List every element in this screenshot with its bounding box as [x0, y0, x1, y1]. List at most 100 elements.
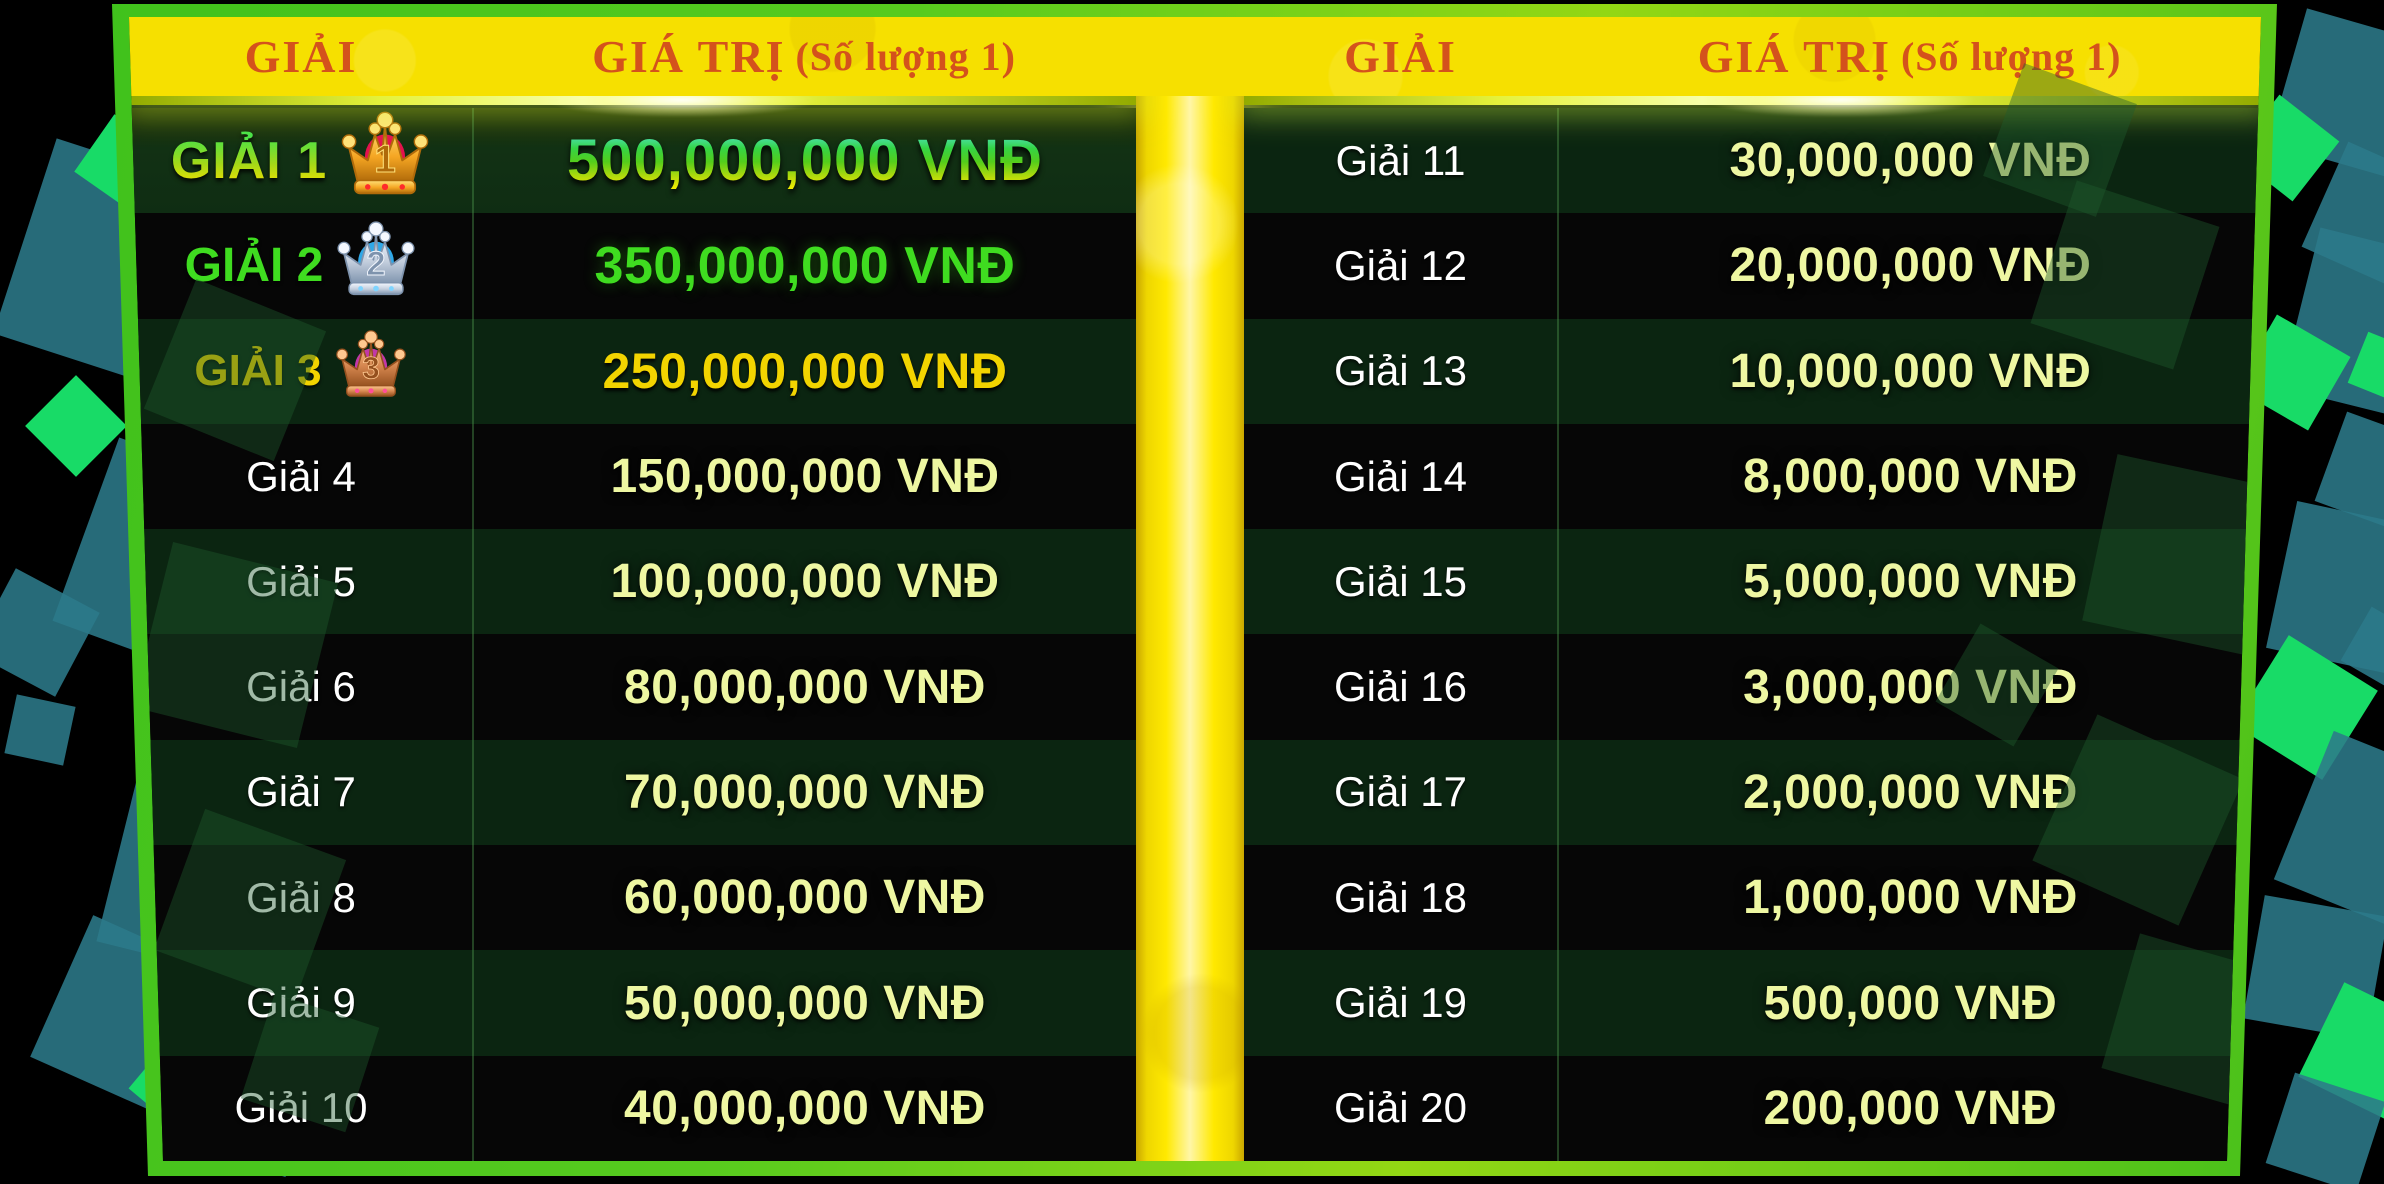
prize-label-cell: Giải 5: [130, 529, 474, 635]
prize-label-cell: Giải 19: [1244, 950, 1559, 1056]
header-band: GIẢI GIÁ TRỊ (Số lượng 1) GIẢI GIÁ TRỊ (…: [129, 17, 2261, 96]
prize-row: Giải 14 8,000,000 VNĐ: [1244, 423, 2261, 530]
prize-label-cell: Giải 7: [130, 739, 474, 846]
prize-value-cell: 50,000,000 VNĐ: [474, 950, 1136, 1055]
column-header-value-text: GIÁ TRỊ: [592, 31, 786, 82]
pixel-square: [2243, 895, 2384, 1040]
prize-label: Giải 19: [1333, 979, 1468, 1027]
prize-value: 1,000,000 VNĐ: [1743, 871, 2078, 925]
prize-label: GIẢI 2: [184, 239, 324, 293]
column-header-value-left: GIÁ TRỊ (Số lượng 1): [472, 17, 1136, 96]
prize-label-cell: Giải 20: [1244, 1055, 1559, 1161]
prize-value: 80,000,000 VNĐ: [624, 660, 986, 714]
pixel-square: [2280, 227, 2384, 428]
prize-value-cell: 500,000 VNĐ: [1559, 950, 2261, 1055]
prize-label-cell: Giải 12: [1244, 213, 1559, 319]
prize-row: GIẢI 3 3 250,000,000 VNĐ: [130, 318, 1136, 424]
prize-label: Giải 14: [1333, 452, 1468, 500]
prize-value-cell: 40,000,000 VNĐ: [474, 1056, 1136, 1161]
prize-value-cell: 80,000,000 VNĐ: [474, 634, 1136, 739]
prize-value: 250,000,000 VNĐ: [602, 343, 1008, 400]
prize-label: Giải 8: [246, 873, 356, 921]
prize-row: Giải 9 50,000,000 VNĐ: [130, 950, 1136, 1056]
prize-label: GIẢI 1: [170, 131, 328, 190]
center-divider: [1136, 96, 1244, 1161]
prize-label-cell: Giải 6: [130, 634, 474, 740]
crown-silver-icon: 2: [337, 221, 415, 296]
column-header-value-text: GIÁ TRỊ: [1697, 31, 1891, 82]
prize-value: 500,000 VNĐ: [1763, 976, 2058, 1030]
prize-value: 8,000,000 VNĐ: [1743, 450, 2078, 504]
prize-label-cell: Giải 14: [1244, 423, 1559, 530]
prize-label: Giải 10: [234, 1084, 368, 1132]
pixel-square: [2265, 1072, 2384, 1184]
prize-value-cell: 3,000,000 VNĐ: [1559, 634, 2261, 739]
prize-value: 60,000,000 VNĐ: [624, 871, 986, 925]
prize-label: Giải 9: [246, 979, 356, 1027]
prize-label: Giải 13: [1333, 347, 1468, 395]
pixel-square: [2266, 501, 2384, 679]
prize-value: 3,000,000 VNĐ: [1743, 660, 2078, 714]
svg-text:2: 2: [367, 245, 386, 283]
prize-value: 30,000,000 VNĐ: [1729, 134, 2092, 188]
prize-label: Giải 20: [1333, 1084, 1468, 1132]
prize-value-cell: 5,000,000 VNĐ: [1559, 529, 2261, 634]
prize-value: 350,000,000 VNĐ: [594, 236, 1016, 295]
pixel-square: [2273, 730, 2384, 940]
prize-value: 100,000,000 VNĐ: [610, 555, 1000, 609]
pixel-square: [2301, 141, 2384, 294]
prize-label: Giải 11: [1335, 136, 1466, 184]
prize-value-cell: 100,000,000 VNĐ: [474, 529, 1136, 634]
prize-row: Giải 20 200,000 VNĐ: [1244, 1055, 2261, 1161]
prize-label-cell: Giải 17: [1244, 739, 1559, 846]
prize-value: 500,000,000 VNĐ: [566, 128, 1044, 194]
prize-row: Giải 6 80,000,000 VNĐ: [130, 634, 1136, 740]
prize-row: Giải 10 40,000,000 VNĐ: [130, 1055, 1136, 1161]
prize-label: Giải 15: [1333, 557, 1468, 605]
prize-value: 150,000,000 VNĐ: [610, 450, 1000, 504]
prize-row: Giải 11 30,000,000 VNĐ: [1244, 108, 2261, 214]
column-header-prize-left: GIẢI: [130, 17, 472, 96]
prize-label-cell: Giải 8: [130, 845, 474, 951]
prize-value-cell: 60,000,000 VNĐ: [474, 845, 1136, 950]
prize-value-cell: 10,000,000 VNĐ: [1559, 319, 2261, 424]
prize-label: Giải 4: [246, 452, 356, 500]
prize-value: 2,000,000 VNĐ: [1743, 765, 2078, 819]
column-header-prize-text: GIẢI: [244, 31, 358, 82]
prize-label-cell: GIẢI 1 1: [130, 108, 474, 214]
prize-row: Giải 7 70,000,000 VNĐ: [130, 739, 1136, 846]
prize-row: Giải 13 10,000,000 VNĐ: [1244, 318, 2261, 424]
prize-rows-left: GIẢI 1 1 500,000,000 VNĐ GIẢI 2: [130, 108, 1136, 1161]
header-group-right: GIẢI GIÁ TRỊ (Số lượng 1): [1244, 17, 2261, 96]
prize-value: 10,000,000 VNĐ: [1729, 344, 2092, 398]
prize-label: Giải 16: [1333, 663, 1468, 711]
prize-value-cell: 20,000,000 VNĐ: [1559, 213, 2261, 318]
pixel-square: [25, 375, 127, 477]
crown-gold-icon: 1: [341, 111, 429, 195]
prize-label: Giải 7: [246, 768, 356, 816]
prize-label: Giải 6: [246, 663, 356, 711]
pixel-square: [0, 568, 100, 697]
prize-value-cell: 30,000,000 VNĐ: [1559, 108, 2261, 213]
pixel-square: [2340, 606, 2384, 692]
column-header-value-note: (Số lượng 1): [795, 34, 1016, 79]
prize-label-cell: GIẢI 2 2: [130, 213, 474, 319]
prize-label: Giải 17: [1333, 768, 1468, 816]
prize-value-cell: 8,000,000 VNĐ: [1559, 424, 2261, 529]
prize-value: 20,000,000 VNĐ: [1729, 239, 2092, 293]
svg-text:1: 1: [374, 138, 396, 181]
prize-label-cell: Giải 15: [1244, 529, 1559, 635]
prize-label-cell: Giải 16: [1244, 634, 1559, 740]
prize-value-cell: 70,000,000 VNĐ: [474, 740, 1136, 845]
crown-bronze-icon: 3: [335, 330, 406, 398]
prize-value-cell: 2,000,000 VNĐ: [1559, 740, 2261, 845]
pixel-square: [4, 694, 76, 766]
prize-row: Giải 19 500,000 VNĐ: [1244, 950, 2261, 1056]
prize-value-cell: 200,000 VNĐ: [1559, 1056, 2261, 1161]
prize-value: 40,000,000 VNĐ: [624, 1081, 986, 1135]
prize-label-cell: Giải 9: [130, 950, 474, 1056]
prize-row: Giải 17 2,000,000 VNĐ: [1244, 739, 2261, 846]
prize-value: 5,000,000 VNĐ: [1743, 555, 2078, 609]
prize-label: Giải 5: [246, 557, 356, 605]
prize-row: Giải 12 20,000,000 VNĐ: [1244, 213, 2261, 319]
